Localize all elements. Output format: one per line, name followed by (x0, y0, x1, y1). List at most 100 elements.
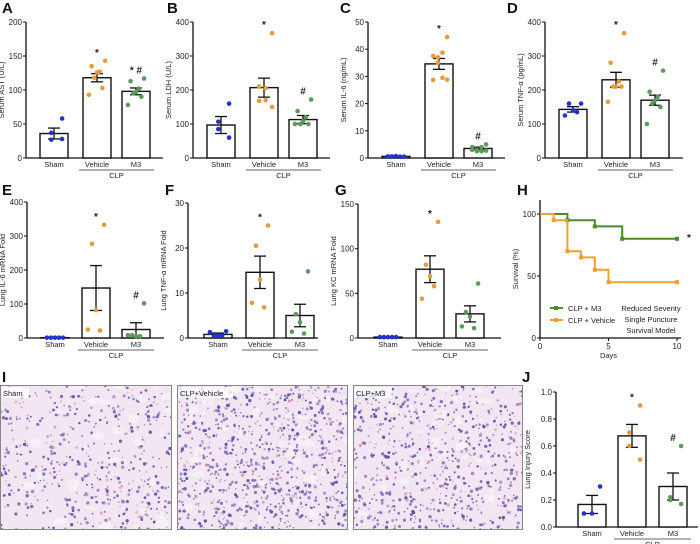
cell (441, 470, 444, 473)
cell (28, 420, 31, 422)
cell (107, 486, 109, 488)
significance-marker: * (262, 20, 266, 31)
cell (224, 446, 228, 450)
cell (261, 489, 263, 491)
cell (251, 386, 254, 389)
cell (495, 416, 497, 419)
cell (37, 481, 40, 484)
data-point (381, 334, 387, 340)
data-point (219, 333, 225, 339)
cell (424, 467, 427, 469)
cell (217, 423, 220, 426)
cell (413, 454, 417, 458)
cell (380, 452, 385, 456)
cell (499, 404, 503, 408)
cell (181, 478, 184, 480)
cell (372, 412, 376, 416)
alveolus (475, 387, 483, 393)
cell (252, 507, 256, 510)
cell (301, 506, 303, 508)
cell (404, 492, 408, 496)
cell (292, 420, 296, 424)
cell (426, 445, 431, 449)
cell (444, 478, 448, 481)
cell (371, 518, 375, 522)
cell (206, 486, 210, 490)
cell (125, 499, 130, 504)
cell (469, 400, 471, 403)
cell (340, 436, 343, 439)
cell (515, 402, 520, 407)
cell (373, 517, 376, 520)
cell (366, 516, 371, 520)
alveolus (433, 409, 448, 419)
cell (378, 510, 382, 514)
cell (406, 433, 409, 436)
cell (165, 466, 168, 468)
cell (469, 508, 471, 511)
cell (274, 491, 277, 495)
cell (291, 503, 294, 505)
cell (282, 426, 286, 430)
cell (202, 456, 206, 460)
alveolus (196, 402, 206, 409)
cell (321, 446, 325, 450)
cell (476, 465, 479, 468)
alveolus (510, 445, 516, 454)
cell (70, 523, 74, 527)
data-point (574, 109, 580, 115)
cell (484, 444, 488, 449)
cell (187, 425, 190, 428)
cell (427, 432, 431, 436)
cell (453, 503, 457, 506)
cell (42, 511, 45, 515)
cell (409, 492, 412, 494)
alveolus (452, 481, 460, 486)
cell (154, 475, 158, 478)
cell (75, 492, 78, 494)
cell (128, 489, 131, 492)
cell (225, 397, 229, 401)
cell (515, 451, 517, 454)
cell (507, 443, 510, 446)
cell (130, 424, 132, 426)
cell (389, 471, 392, 473)
cell (95, 470, 97, 472)
cell (87, 472, 90, 476)
cell (65, 385, 68, 388)
cell (382, 422, 385, 425)
cell (443, 404, 447, 407)
cell (326, 471, 330, 475)
group-label: CLP (109, 351, 124, 360)
bar-vehicle (82, 77, 112, 159)
cell (114, 526, 116, 528)
bar-sham (558, 108, 588, 159)
cell (269, 503, 272, 506)
cell (297, 395, 301, 399)
cell (103, 443, 106, 445)
cell (82, 400, 85, 402)
alveolus (389, 410, 400, 414)
cell (328, 440, 331, 443)
cell (136, 489, 140, 494)
cell (453, 411, 456, 414)
alveolus (284, 411, 292, 420)
micrograph-label: Sham (3, 389, 23, 398)
y-tick-label: 100 (9, 86, 23, 95)
cell (94, 395, 97, 398)
cell (104, 416, 107, 419)
cell (461, 507, 464, 510)
cell (212, 499, 215, 501)
cell (512, 497, 515, 499)
cell (30, 502, 32, 505)
cell (342, 412, 345, 416)
cell (280, 394, 283, 397)
panel-letter: G (335, 182, 347, 199)
cell (471, 417, 475, 420)
cell (438, 498, 441, 501)
cell (339, 430, 343, 434)
significance-marker: * (94, 212, 98, 223)
cell (314, 429, 317, 433)
cell (436, 477, 439, 480)
